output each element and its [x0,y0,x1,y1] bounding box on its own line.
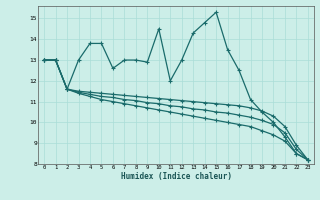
X-axis label: Humidex (Indice chaleur): Humidex (Indice chaleur) [121,172,231,181]
